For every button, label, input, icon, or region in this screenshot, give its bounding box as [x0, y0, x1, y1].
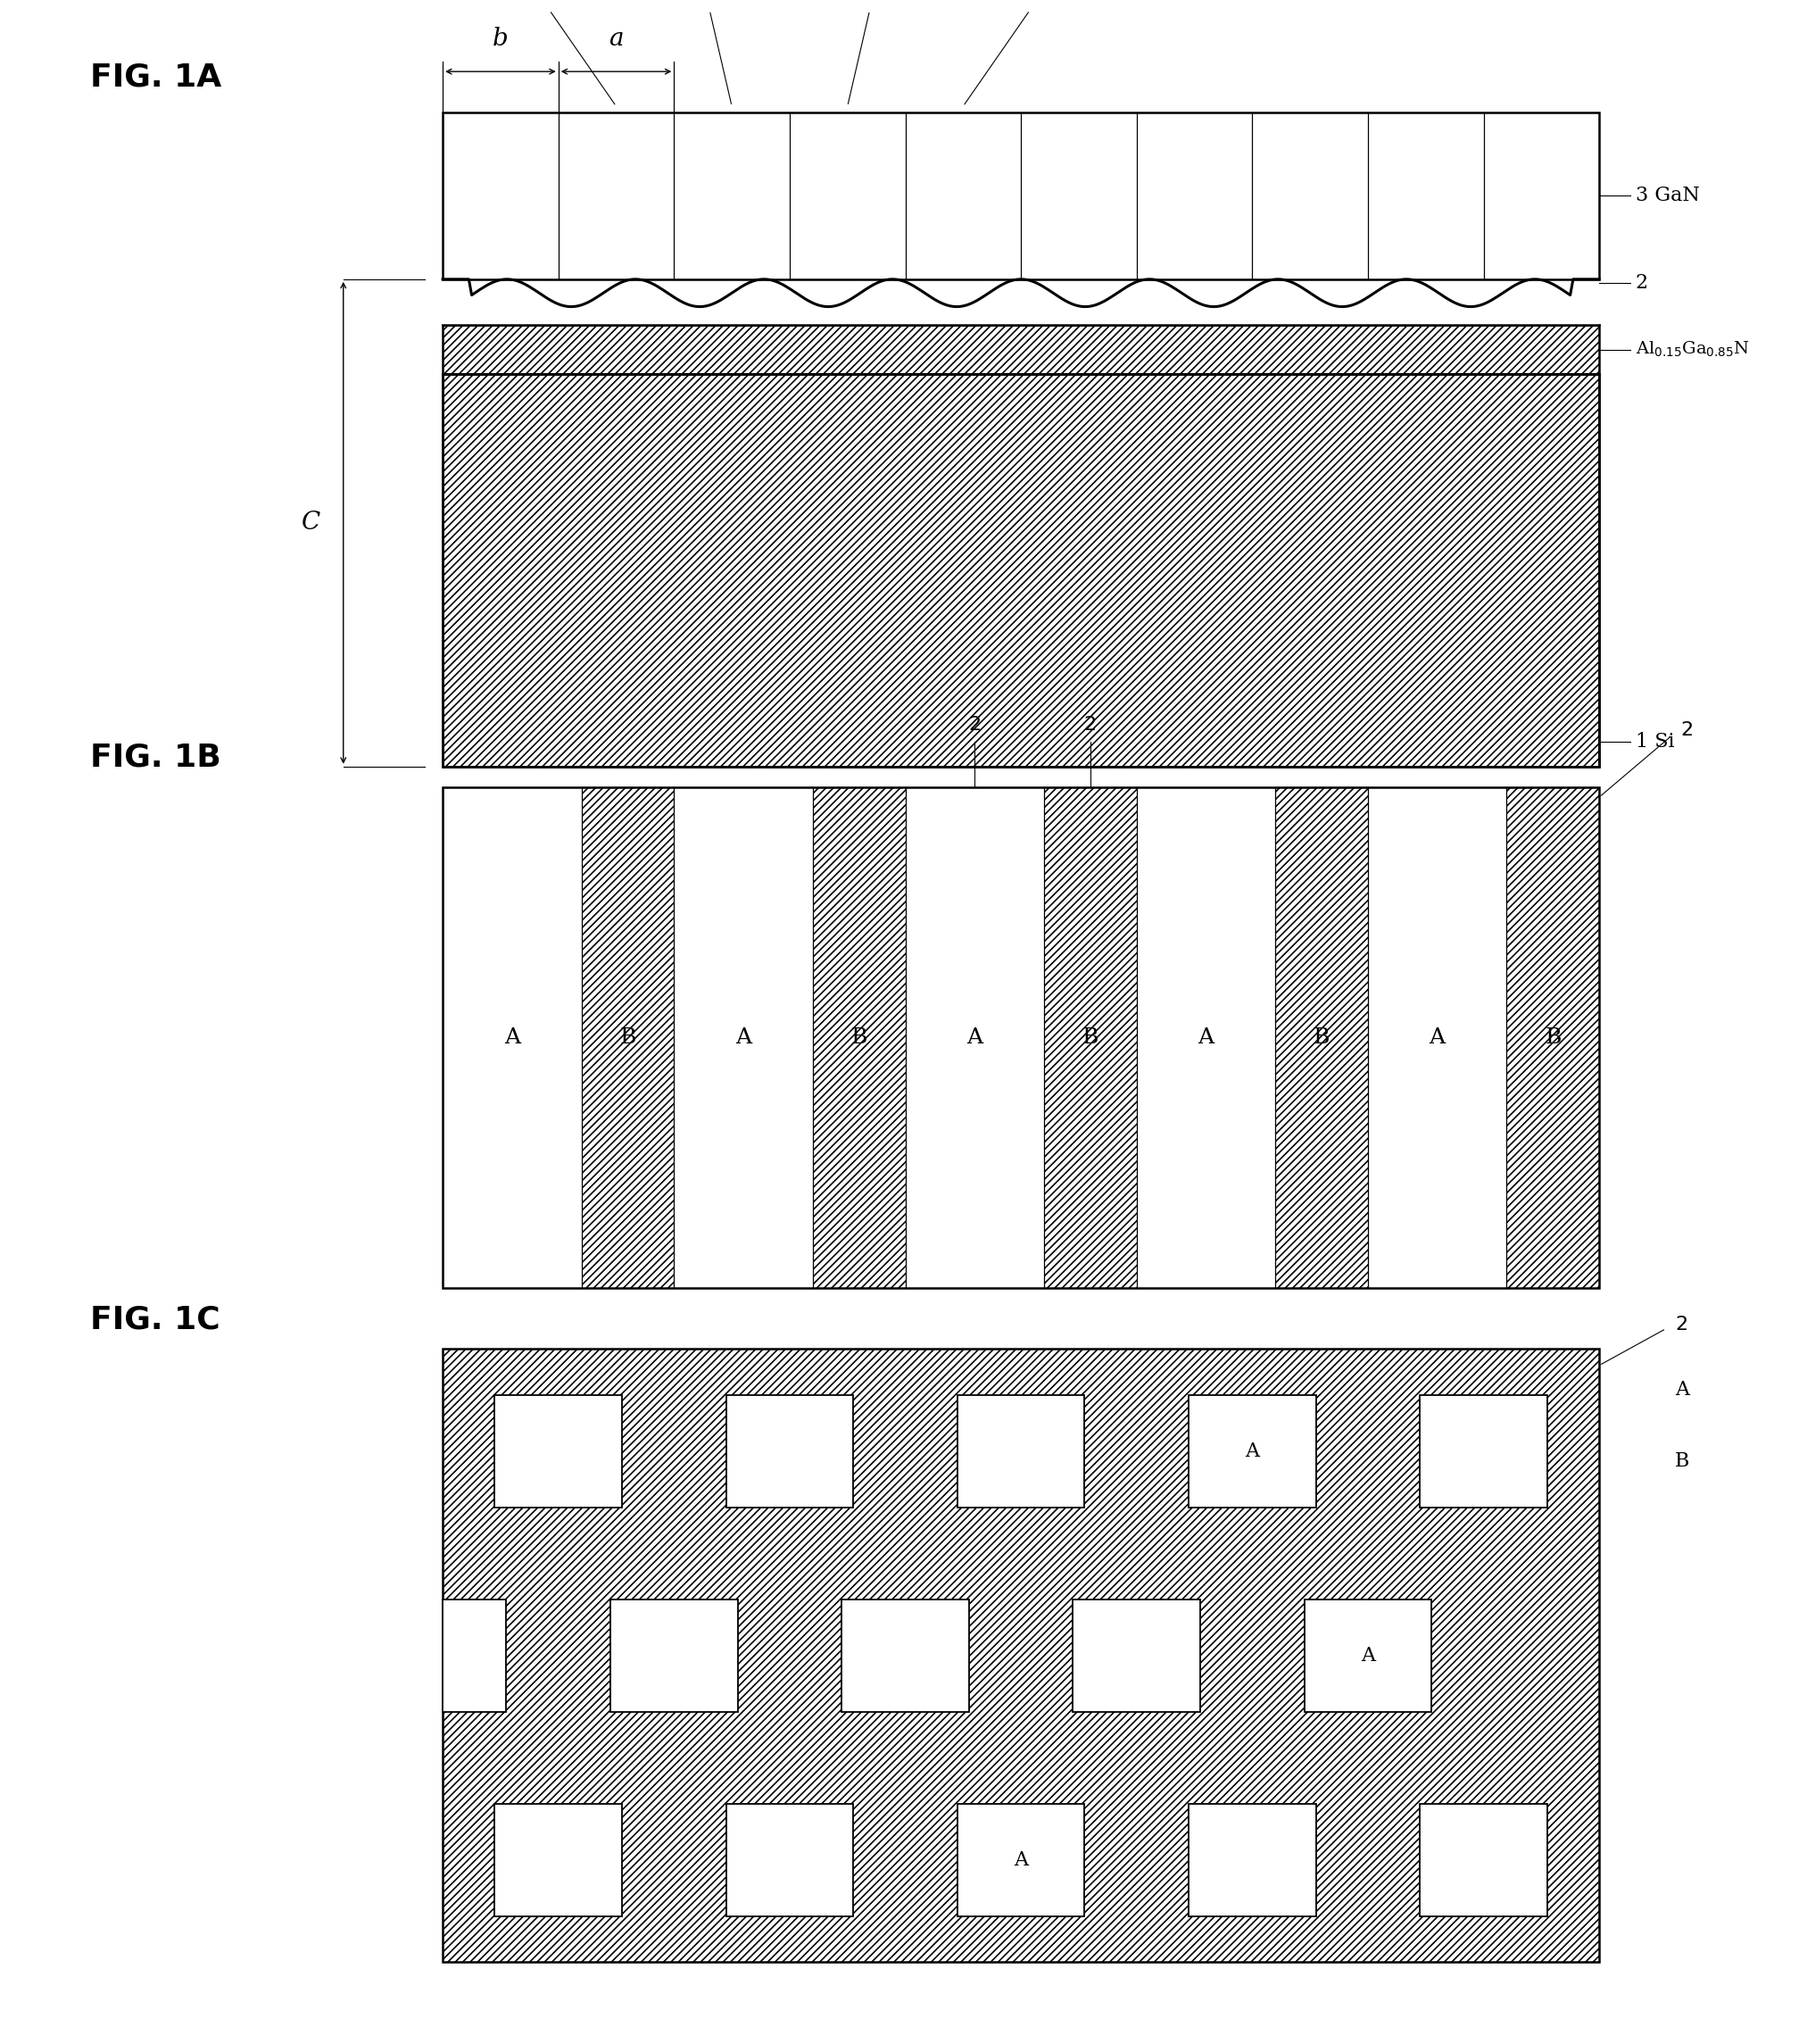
Bar — [1276, 787, 1368, 1288]
Text: 2: 2 — [1635, 274, 1648, 292]
Bar — [1305, 1598, 1431, 1713]
Bar — [674, 787, 813, 1288]
Bar — [611, 1598, 737, 1713]
Text: A: A — [1198, 1026, 1214, 1049]
Bar — [582, 787, 674, 1288]
Text: B: B — [1545, 1026, 1561, 1049]
Bar — [558, 112, 674, 280]
Bar — [1420, 1803, 1547, 1917]
Bar — [958, 1803, 1084, 1917]
Bar — [443, 374, 1599, 766]
Bar — [1368, 787, 1507, 1288]
Bar — [443, 112, 1599, 280]
Bar — [905, 112, 1021, 280]
Text: A: A — [1014, 1850, 1028, 1870]
Text: B: B — [1675, 1451, 1690, 1472]
Bar — [905, 787, 1044, 1288]
Text: 2: 2 — [969, 715, 981, 734]
Text: B: B — [620, 1026, 636, 1049]
Bar — [443, 325, 1599, 374]
Bar — [726, 1394, 853, 1506]
Bar — [443, 374, 1599, 766]
Bar — [1507, 787, 1599, 1288]
Bar — [1021, 112, 1137, 280]
Text: A: A — [1245, 1441, 1259, 1461]
Text: A: A — [735, 1026, 752, 1049]
Text: A: A — [967, 1026, 983, 1049]
Bar — [842, 1598, 969, 1713]
Bar — [495, 1803, 622, 1917]
Bar — [1044, 787, 1137, 1288]
Text: 2: 2 — [1675, 1316, 1688, 1333]
Bar — [1189, 1394, 1315, 1506]
Text: a: a — [609, 27, 623, 51]
Bar — [1484, 112, 1599, 280]
Bar — [1252, 112, 1368, 280]
Bar — [674, 112, 790, 280]
Bar — [1137, 112, 1252, 280]
Bar — [790, 112, 905, 280]
Text: B: B — [1082, 1026, 1099, 1049]
Bar — [1368, 112, 1484, 280]
Text: A: A — [1675, 1380, 1690, 1400]
Text: 3 GaN: 3 GaN — [1635, 186, 1699, 206]
Text: b: b — [493, 27, 508, 51]
Text: A: A — [504, 1026, 520, 1049]
Bar — [958, 1394, 1084, 1506]
Text: A: A — [1361, 1645, 1375, 1666]
Bar — [443, 1598, 506, 1713]
Bar — [443, 280, 1599, 325]
Bar — [495, 1394, 622, 1506]
Bar — [443, 1349, 1599, 1962]
Bar — [726, 1803, 853, 1917]
Text: 1 Si: 1 Si — [1635, 732, 1673, 752]
Text: Al$_{0.15}$Ga$_{0.85}$N: Al$_{0.15}$Ga$_{0.85}$N — [1635, 339, 1749, 360]
Text: A: A — [1429, 1026, 1446, 1049]
Bar — [1137, 787, 1276, 1288]
Text: FIG. 1B: FIG. 1B — [90, 742, 220, 773]
Text: B: B — [851, 1026, 867, 1049]
Text: 2: 2 — [1084, 715, 1097, 734]
Bar — [1189, 1803, 1315, 1917]
Bar — [813, 787, 905, 1288]
Text: C: C — [302, 511, 320, 536]
Bar — [443, 112, 558, 280]
Bar — [1420, 1394, 1547, 1506]
Bar — [443, 787, 582, 1288]
Text: 2: 2 — [1681, 722, 1693, 738]
Text: FIG. 1C: FIG. 1C — [90, 1304, 220, 1335]
Text: B: B — [1314, 1026, 1330, 1049]
Bar — [443, 787, 1599, 1288]
Text: FIG. 1A: FIG. 1A — [90, 61, 222, 92]
Bar — [1073, 1598, 1200, 1713]
